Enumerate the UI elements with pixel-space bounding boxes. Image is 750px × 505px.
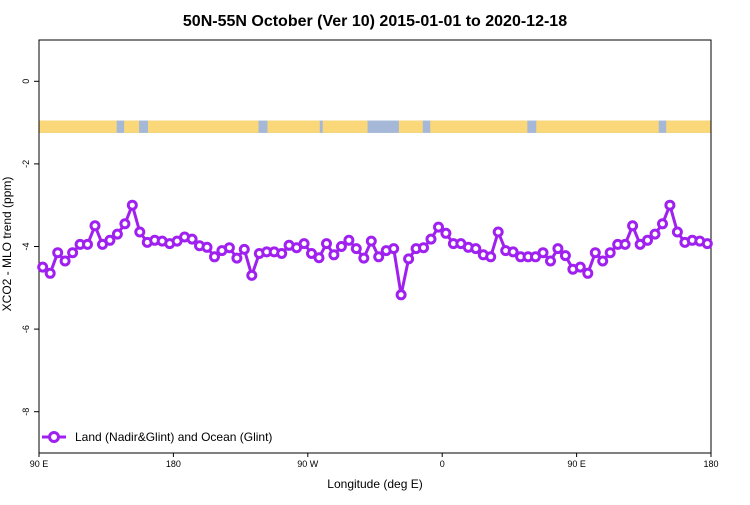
y-axis-label: XCO2 - MLO trend (ppm) [0, 177, 14, 312]
surface-type-strip [39, 120, 711, 133]
data-point [485, 251, 497, 263]
data-point [186, 233, 198, 245]
data-point [298, 238, 310, 250]
y-tick-label: -8 [21, 408, 31, 416]
data-point [433, 221, 444, 233]
data-point [492, 226, 504, 238]
x-tick-label: 90 W [297, 459, 319, 469]
data-point [335, 241, 347, 252]
chart-title: 50N-55N October (Ver 10) 2015-01-01 to 2… [183, 13, 567, 30]
data-point [671, 226, 683, 238]
data-point [604, 247, 616, 259]
x-tick-label: 180 [166, 459, 181, 469]
land-band [430, 120, 528, 133]
data-point [276, 248, 288, 259]
data-point [395, 289, 407, 301]
data-point [388, 243, 400, 255]
data-point [134, 226, 146, 238]
data-point [507, 246, 519, 258]
data-point [701, 238, 713, 250]
data-point [418, 242, 429, 254]
data-point [238, 243, 250, 255]
data-point [403, 253, 415, 265]
data-point [104, 234, 116, 246]
data-point [350, 243, 362, 255]
data-point [649, 228, 661, 240]
data-point [126, 199, 138, 211]
y-tick-label: -4 [21, 242, 31, 250]
data-point [365, 235, 377, 247]
legend: Land (Nadir&Glint) and Ocean (Glint) [42, 430, 272, 444]
data-point [589, 247, 601, 259]
data-point [373, 251, 385, 263]
land-band [666, 120, 711, 133]
legend-marker-swatch [48, 431, 60, 443]
land-band [536, 120, 659, 133]
data-point [89, 220, 101, 232]
data-point [313, 252, 325, 264]
data-point [559, 250, 571, 262]
data-point [440, 227, 452, 239]
data-point [328, 249, 340, 261]
data-point [119, 218, 131, 230]
data-point [425, 233, 437, 245]
land-band [148, 120, 259, 133]
x-tick-label: 90 E [567, 459, 586, 469]
y-tick-label: 0 [21, 79, 31, 84]
data-point [664, 199, 676, 211]
land-band [124, 120, 140, 133]
data-point [470, 243, 482, 255]
x-tick-label: 180 [703, 459, 718, 469]
land-band [39, 120, 117, 133]
data-point [52, 247, 64, 259]
data-point [582, 267, 594, 279]
data-point [619, 238, 631, 250]
data-point [321, 238, 332, 250]
legend-label: Land (Nadir&Glint) and Ocean (Glint) [75, 430, 272, 444]
data-point [358, 252, 370, 264]
land-band [322, 120, 368, 133]
data-point [657, 218, 668, 230]
data-point [44, 267, 56, 279]
data-point [111, 228, 123, 240]
data-point [537, 247, 549, 259]
data-point [201, 241, 213, 253]
data-point [343, 234, 355, 246]
x-tick-label: 90 E [30, 459, 49, 469]
data-point [37, 261, 49, 273]
data-point [223, 242, 235, 254]
data-point [82, 238, 93, 250]
data-point [59, 255, 71, 267]
land-band [267, 120, 320, 133]
data-point [642, 234, 653, 246]
data-point [246, 269, 258, 281]
land-band [398, 120, 423, 133]
data-series [37, 199, 713, 301]
x-axis-label: Longitude (deg E) [327, 477, 422, 491]
data-point [627, 220, 639, 232]
y-tick-label: -6 [21, 325, 31, 333]
x-tick-label: 0 [440, 459, 445, 469]
data-point [67, 247, 79, 259]
data-point [209, 251, 220, 263]
data-point [552, 243, 564, 255]
data-point [597, 255, 609, 267]
data-point [231, 252, 243, 264]
data-point [574, 261, 586, 273]
y-tick-label: -2 [21, 160, 31, 168]
data-point [545, 255, 556, 267]
